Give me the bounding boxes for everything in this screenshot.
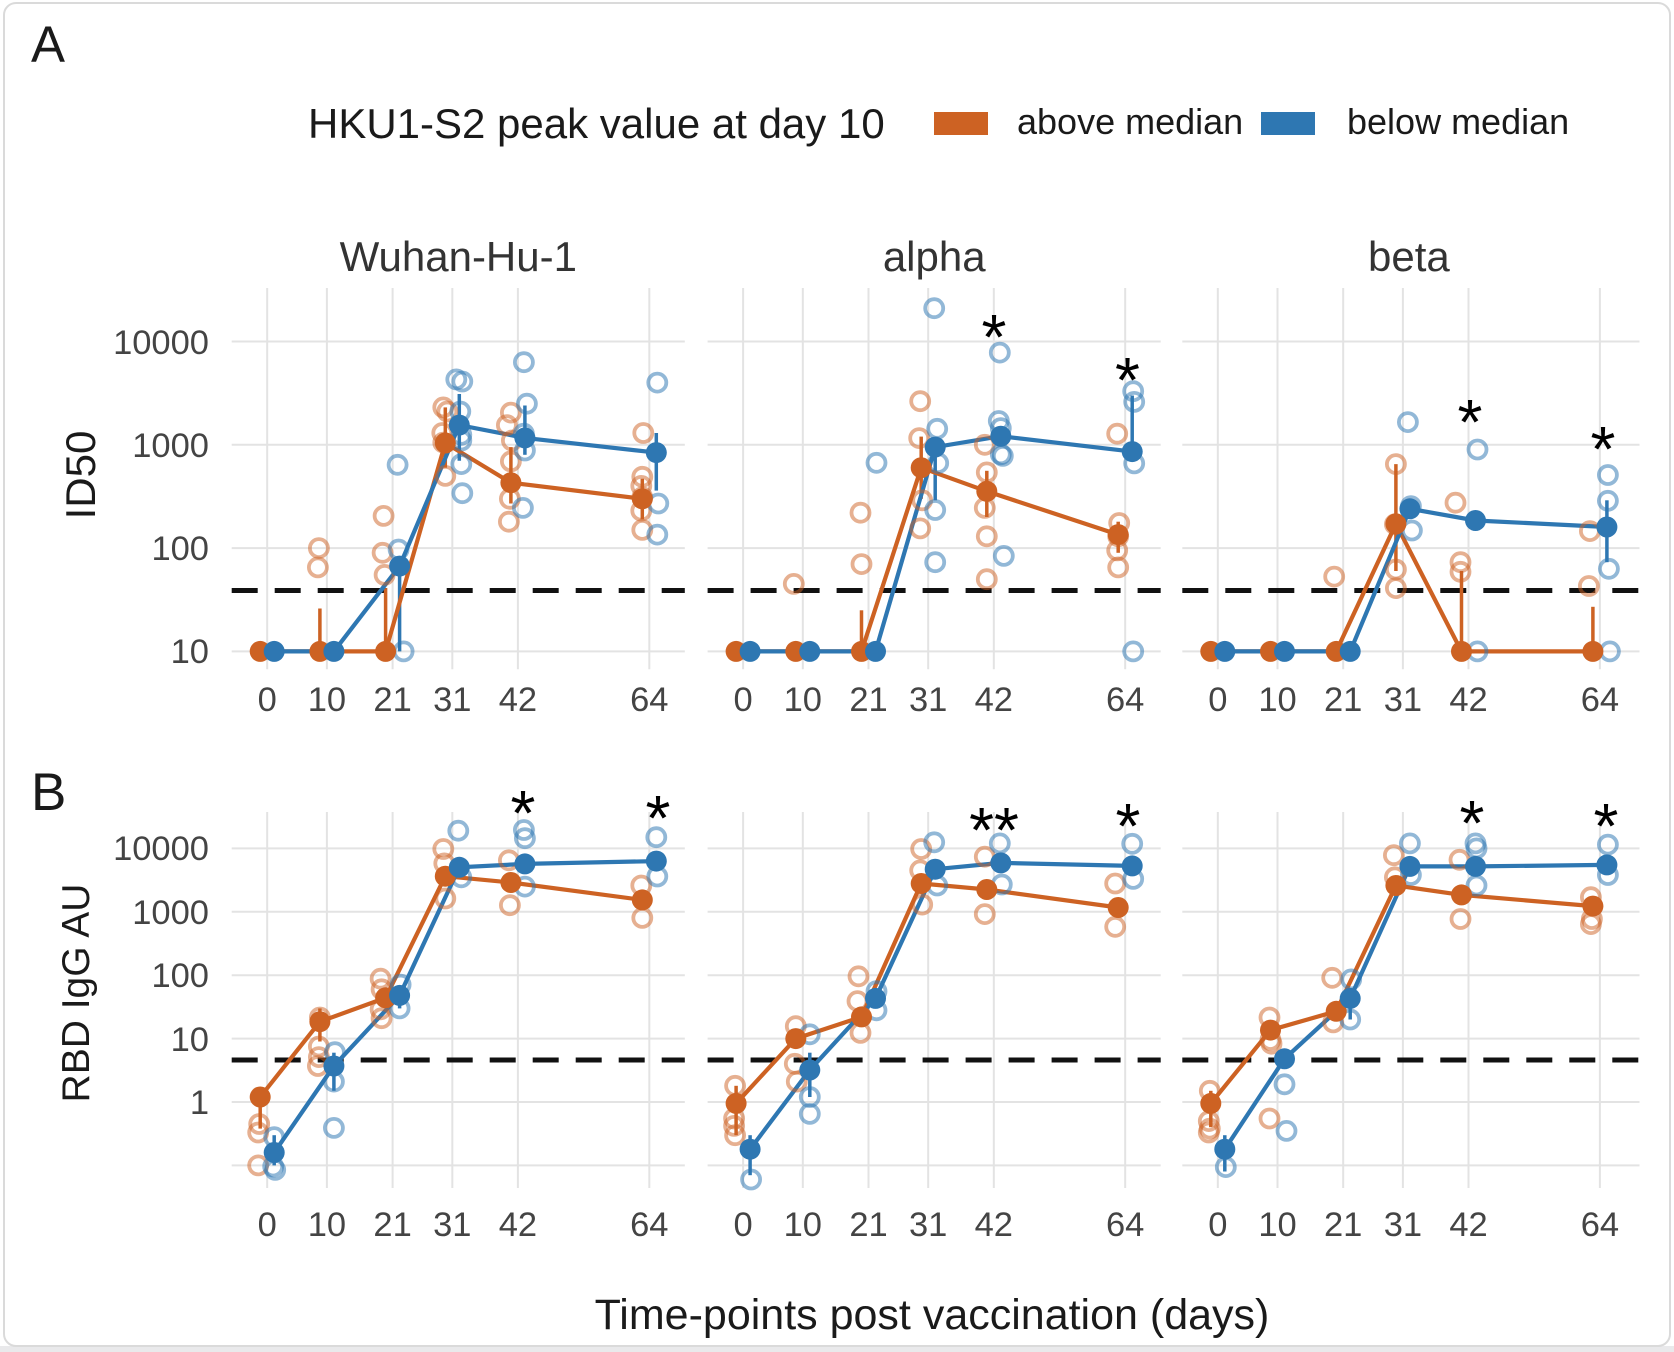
- svg-text:0: 0: [1208, 681, 1227, 719]
- svg-text:10000: 10000: [113, 324, 209, 362]
- svg-text:below median: below median: [1347, 101, 1569, 142]
- svg-text:0: 0: [258, 1206, 277, 1244]
- svg-text:64: 64: [630, 681, 668, 719]
- svg-text:31: 31: [1384, 681, 1422, 719]
- svg-text:100: 100: [151, 530, 209, 568]
- svg-text:64: 64: [1106, 1206, 1144, 1244]
- svg-text:0: 0: [258, 681, 277, 719]
- svg-text:42: 42: [975, 681, 1013, 719]
- svg-text:42: 42: [1449, 1206, 1487, 1244]
- svg-text:42: 42: [1449, 681, 1487, 719]
- svg-text:21: 21: [373, 681, 411, 719]
- svg-text:10: 10: [1258, 681, 1296, 719]
- svg-text:above median: above median: [1017, 101, 1243, 142]
- svg-text:10: 10: [171, 1021, 209, 1059]
- svg-text:HKU1-S2 peak value at day 10: HKU1-S2 peak value at day 10: [308, 100, 885, 147]
- svg-text:*: *: [646, 782, 671, 854]
- svg-text:1000: 1000: [132, 894, 209, 932]
- svg-text:10: 10: [784, 681, 822, 719]
- svg-text:A: A: [31, 16, 65, 73]
- svg-text:10: 10: [784, 1206, 822, 1244]
- svg-text:31: 31: [909, 1206, 947, 1244]
- svg-text:10: 10: [1258, 1206, 1296, 1244]
- svg-text:64: 64: [630, 1206, 668, 1244]
- svg-text:10: 10: [308, 1206, 346, 1244]
- svg-text:beta: beta: [1368, 233, 1450, 280]
- svg-text:**: **: [969, 794, 1019, 866]
- svg-text:21: 21: [373, 1206, 411, 1244]
- svg-text:Wuhan-Hu-1: Wuhan-Hu-1: [340, 233, 577, 280]
- svg-text:42: 42: [975, 1206, 1013, 1244]
- svg-text:0: 0: [734, 681, 753, 719]
- svg-text:64: 64: [1106, 681, 1144, 719]
- svg-text:31: 31: [1384, 1206, 1422, 1244]
- svg-text:*: *: [511, 777, 536, 849]
- svg-text:31: 31: [433, 1206, 471, 1244]
- svg-text:*: *: [1591, 413, 1616, 485]
- svg-text:*: *: [1594, 790, 1619, 862]
- svg-text:Time-points post vaccination (: Time-points post vaccination (days): [595, 1291, 1270, 1339]
- svg-text:*: *: [1116, 790, 1141, 862]
- svg-text:21: 21: [1324, 1206, 1362, 1244]
- svg-text:RBD IgG AU: RBD IgG AU: [55, 884, 98, 1103]
- svg-text:10: 10: [308, 681, 346, 719]
- svg-text:64: 64: [1581, 681, 1619, 719]
- svg-text:100: 100: [151, 957, 209, 995]
- svg-text:21: 21: [1324, 681, 1362, 719]
- svg-text:31: 31: [433, 681, 471, 719]
- svg-text:*: *: [1115, 344, 1140, 416]
- svg-text:10000: 10000: [113, 830, 209, 868]
- svg-text:31: 31: [909, 681, 947, 719]
- svg-text:ID50: ID50: [57, 431, 104, 520]
- svg-text:21: 21: [849, 1206, 887, 1244]
- svg-text:1: 1: [190, 1084, 209, 1122]
- svg-text:21: 21: [849, 681, 887, 719]
- svg-text:42: 42: [499, 681, 537, 719]
- svg-text:*: *: [1458, 386, 1483, 458]
- svg-text:*: *: [1460, 787, 1485, 859]
- svg-text:B: B: [31, 763, 66, 822]
- svg-text:0: 0: [1208, 1206, 1227, 1244]
- svg-text:*: *: [982, 301, 1007, 373]
- svg-text:42: 42: [499, 1206, 537, 1244]
- svg-text:1000: 1000: [132, 427, 209, 465]
- svg-text:alpha: alpha: [883, 233, 986, 280]
- svg-text:0: 0: [734, 1206, 753, 1244]
- svg-text:10: 10: [171, 633, 209, 671]
- svg-text:64: 64: [1581, 1206, 1619, 1244]
